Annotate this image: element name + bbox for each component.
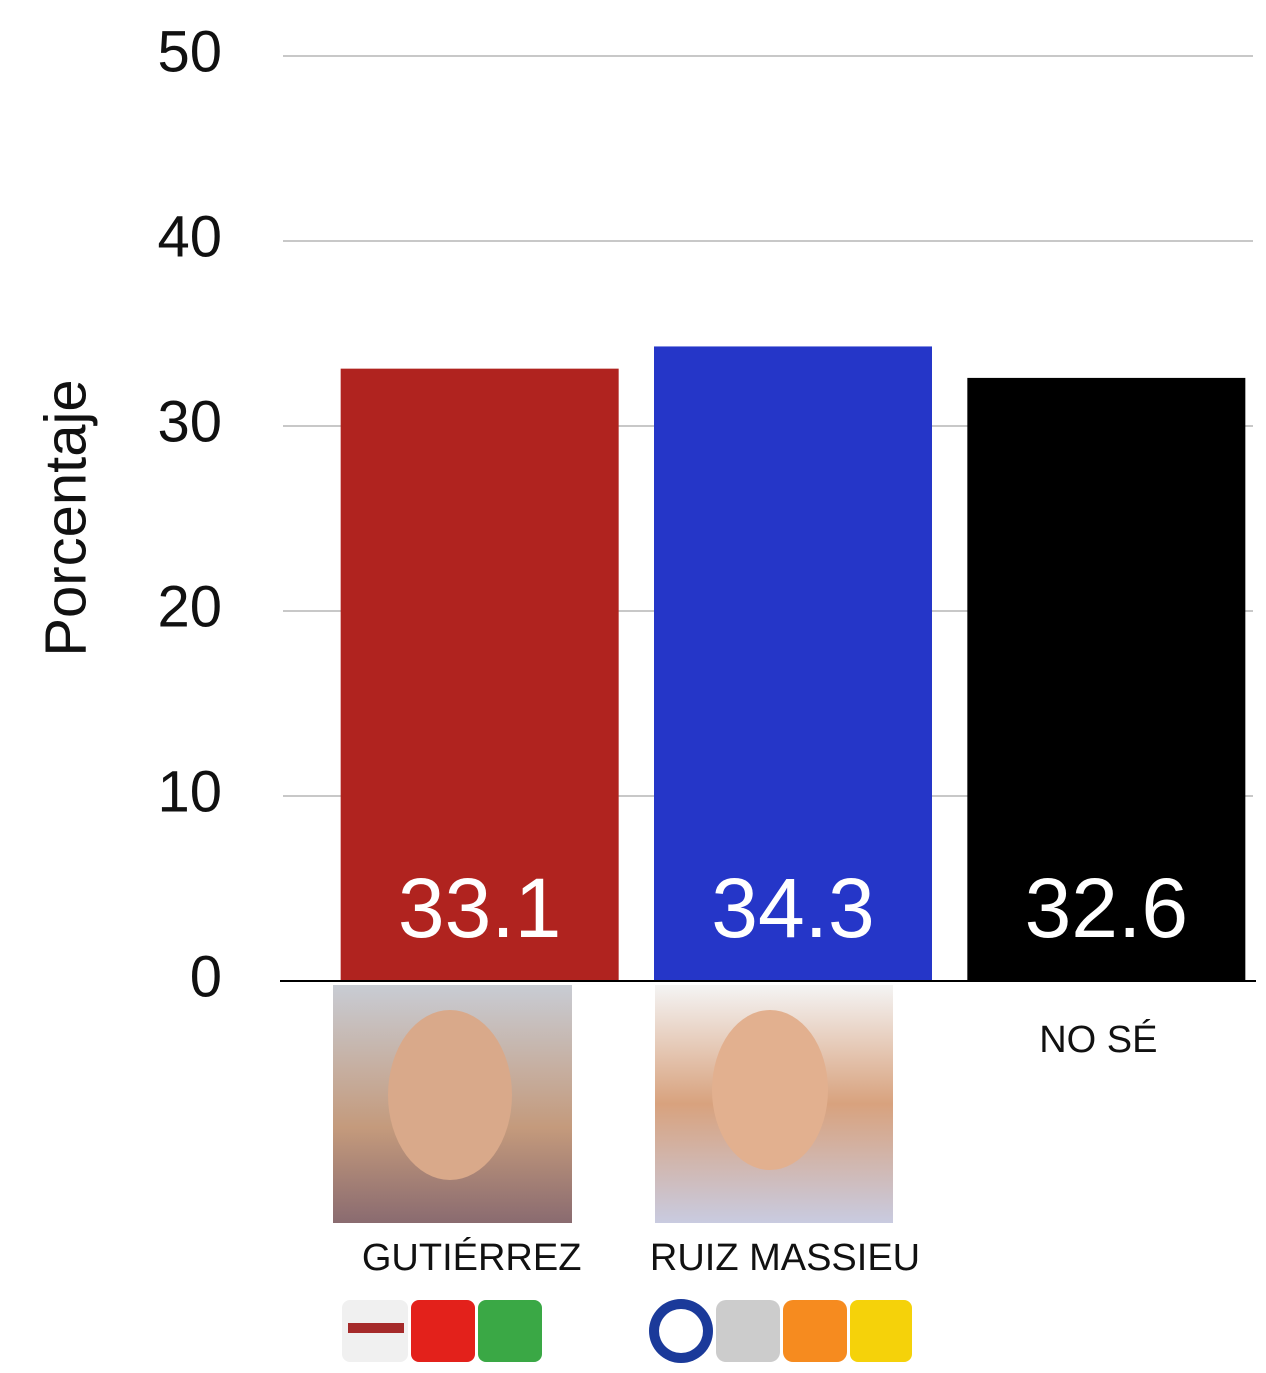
y-tick-label: 10 xyxy=(157,759,222,824)
value-label: 34.3 xyxy=(711,861,875,955)
y-tick-label: 30 xyxy=(157,389,222,454)
y-tick-label: 0 xyxy=(190,944,222,1009)
party-logo xyxy=(411,1300,475,1362)
bar xyxy=(340,368,619,981)
bar xyxy=(654,346,932,981)
bar xyxy=(967,377,1246,981)
party-logo xyxy=(783,1300,847,1362)
value-label: 33.1 xyxy=(398,861,562,955)
party-logos xyxy=(342,1299,912,1363)
party-logo xyxy=(478,1300,542,1362)
x-tick-label: NO SÉ xyxy=(1039,1018,1157,1061)
y-axis-label: Porcentaje xyxy=(33,379,98,656)
value-label: 32.6 xyxy=(1025,861,1189,955)
party-logo xyxy=(716,1300,780,1362)
party-logo-mark xyxy=(348,1323,404,1333)
face xyxy=(388,1010,512,1180)
photos xyxy=(333,985,893,1223)
party-logo xyxy=(850,1300,912,1362)
party-logo-mark xyxy=(659,1309,703,1353)
y-tick-label: 50 xyxy=(157,19,222,84)
face xyxy=(712,1010,828,1170)
x-tick-label: GUTIÉRREZ xyxy=(362,1236,582,1279)
y-tick-label: 20 xyxy=(157,574,222,639)
x-tick-label: RUIZ MASSIEU xyxy=(650,1237,920,1279)
y-tick-label: 40 xyxy=(157,204,222,269)
